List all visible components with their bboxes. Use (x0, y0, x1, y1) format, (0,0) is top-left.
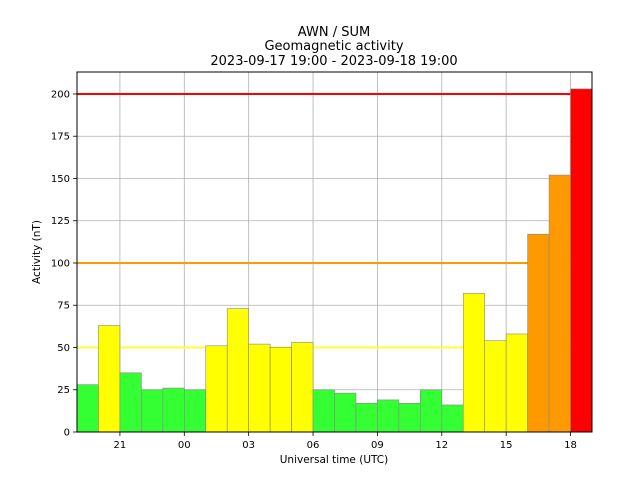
y-tick-label: 175 (51, 132, 70, 143)
x-tick-label: 12 (435, 440, 448, 451)
y-tick-label: 125 (51, 216, 70, 227)
activity-bar (377, 399, 400, 433)
y-tick-label: 75 (57, 301, 70, 312)
x-tick-label: 18 (564, 440, 577, 451)
y-tick-label: 100 (51, 258, 70, 269)
activity-bar (76, 384, 99, 433)
y-tick-label: 25 (57, 385, 70, 396)
x-tick-label: 21 (114, 440, 127, 451)
activity-bar (269, 347, 292, 433)
x-tick-label: 15 (500, 440, 513, 451)
plot-frame (76, 71, 593, 433)
activity-bar (226, 308, 249, 433)
activity-bar (570, 88, 593, 433)
activity-bar (441, 404, 464, 433)
activity-bar (312, 389, 335, 433)
x-tick-label: 03 (242, 440, 255, 451)
activity-bar (548, 174, 571, 433)
activity-bar (334, 392, 357, 433)
activity-bar (141, 389, 164, 433)
activity-bar (398, 402, 421, 433)
x-tick-label: 00 (178, 440, 191, 451)
y-tick-label: 50 (57, 343, 70, 354)
activity-bar (205, 345, 228, 433)
activity-bar (162, 387, 185, 433)
activity-bar (183, 389, 207, 433)
chart-title-line-3: 2023-09-17 19:00 - 2023-09-18 19:00 (210, 54, 457, 69)
x-axis-ticks: 21 00 03 06 09 12 15 18 (114, 432, 577, 451)
activity-bar (248, 343, 271, 433)
activity-bar (527, 233, 550, 433)
y-tick-label: 150 (51, 174, 70, 185)
activity-bar (355, 402, 378, 433)
bars (76, 88, 593, 433)
x-tick-label: 09 (371, 440, 384, 451)
activity-bar (505, 333, 528, 433)
chart-title-line-1: AWN / SUM (298, 25, 370, 40)
x-axis-label: Universal time (UTC) (280, 454, 388, 466)
y-tick-label: 200 (51, 89, 70, 100)
activity-bar (420, 389, 443, 433)
activity-bar (291, 342, 314, 433)
x-tick-label: 06 (307, 440, 320, 451)
chart-title-line-2: Geomagnetic activity (264, 39, 403, 54)
y-tick-label: 0 (64, 428, 70, 439)
activity-bar (484, 340, 507, 433)
activity-bar (462, 293, 486, 433)
y-axis-label: Activity (nT) (31, 220, 43, 284)
y-axis-ticks: 0 25 50 75 100 125 150 175 200 (51, 89, 77, 439)
activity-bar (119, 372, 142, 433)
activity-bar (98, 325, 121, 433)
